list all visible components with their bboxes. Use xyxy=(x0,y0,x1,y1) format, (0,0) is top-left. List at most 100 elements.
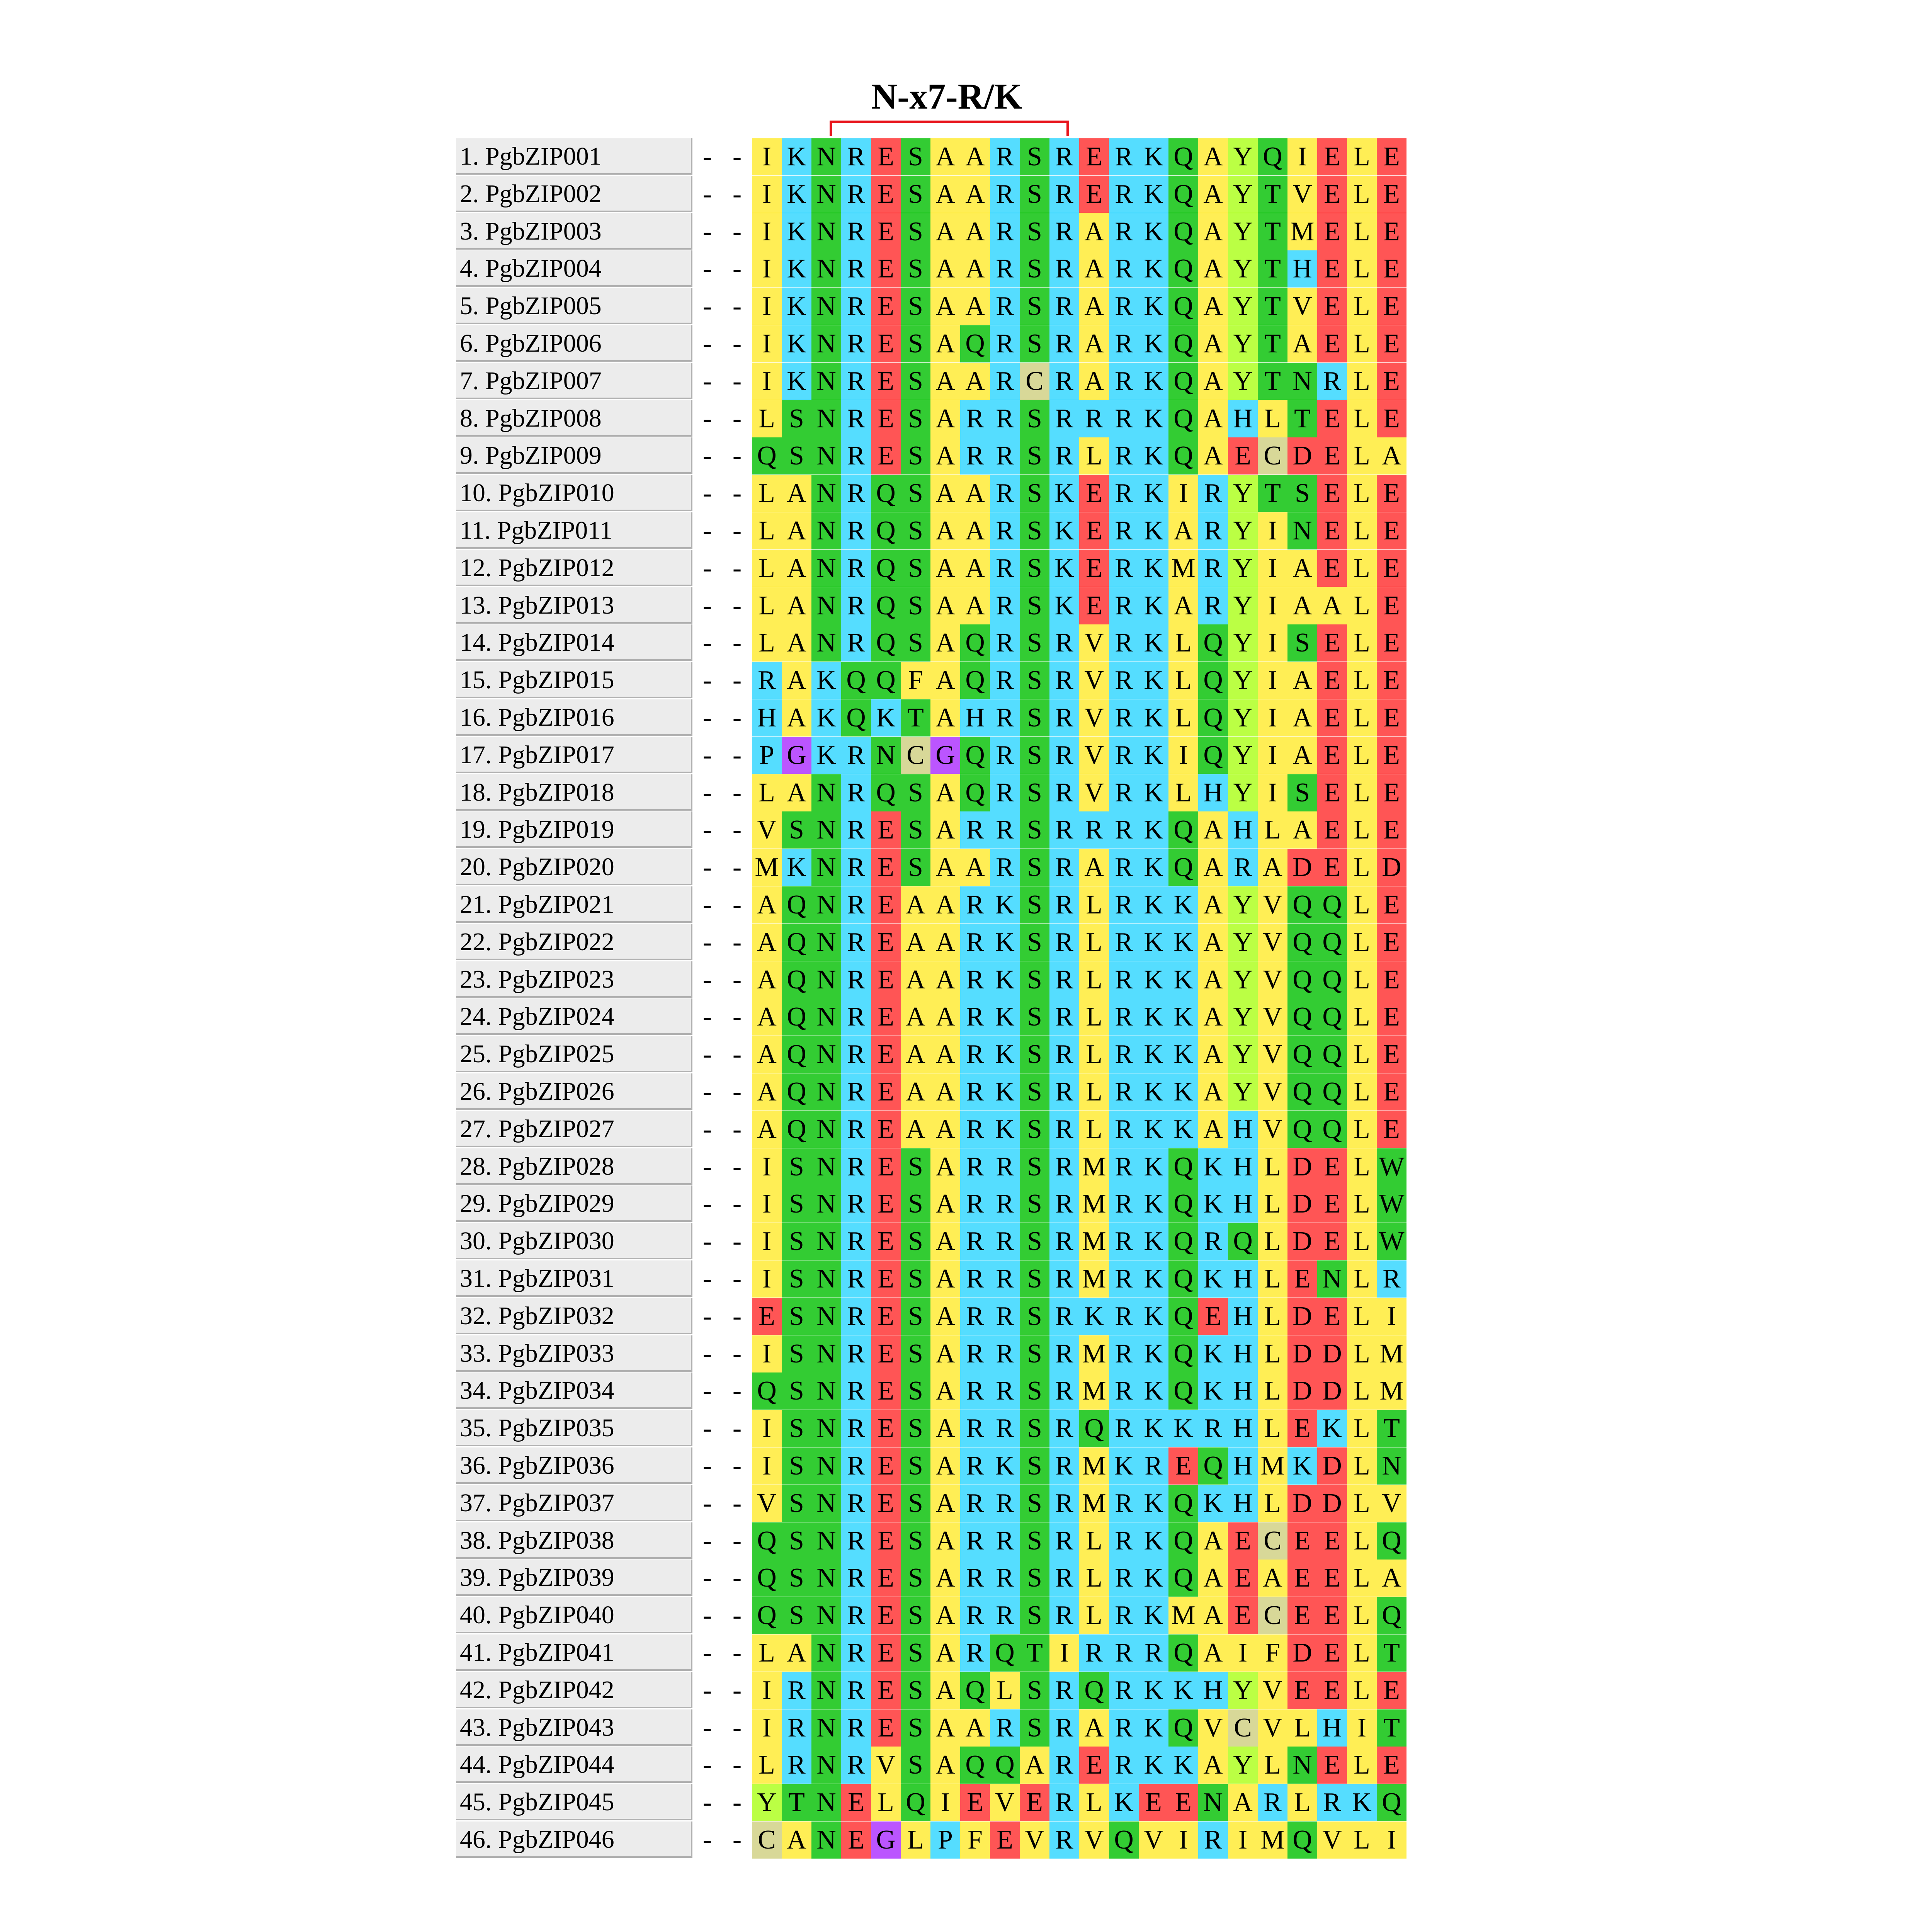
residue-cell: M xyxy=(1258,1821,1287,1859)
residue-cell: Q xyxy=(960,736,990,774)
residue-cell: K xyxy=(1168,998,1198,1036)
residue-cell: A xyxy=(1198,1634,1228,1672)
residue-cell: R xyxy=(960,1073,990,1111)
residue-cell: L xyxy=(1347,1260,1377,1298)
residue-cell: N xyxy=(811,1784,841,1821)
residue-cell: E xyxy=(1317,1747,1347,1784)
residue-cell: A xyxy=(930,1709,960,1747)
residue-cell: N xyxy=(811,475,841,512)
gap-cell: - xyxy=(722,1709,752,1747)
residue-cell: E xyxy=(1377,624,1406,662)
residue-cell: S xyxy=(901,1560,930,1597)
residue-cell: L xyxy=(1347,1634,1377,1672)
residue-cell: E xyxy=(1317,1597,1347,1634)
residue-cell: R xyxy=(1049,699,1079,736)
residue-cell: E xyxy=(1228,1560,1258,1597)
residue-cell: V xyxy=(752,1485,782,1522)
residue-cell: Q xyxy=(1377,1522,1406,1560)
residue-cell: L xyxy=(1079,886,1109,923)
residue-cell: N xyxy=(811,1709,841,1747)
residue-cell: A xyxy=(1198,998,1228,1036)
residue-cell: K xyxy=(1168,1747,1198,1784)
alignment-row: 32. PgbZIP032- - E S N R E S A R R S R K R K Q E H L D E L I xyxy=(456,1298,1406,1335)
residue-cell: S xyxy=(901,1372,930,1410)
gap-cell: - xyxy=(722,1073,752,1111)
residue-cell: R xyxy=(990,587,1020,624)
residue-cell: W xyxy=(1377,1148,1406,1185)
sequence-label: 46. PgbZIP046 xyxy=(456,1821,692,1858)
residue-cell: Y xyxy=(1228,774,1258,811)
residue-cell: T xyxy=(1258,213,1287,250)
residue-cell: L xyxy=(1168,624,1198,662)
residue-cell: H xyxy=(1228,1111,1258,1148)
sequence-label: 28. PgbZIP028 xyxy=(456,1148,692,1185)
gap-cell: - xyxy=(692,1597,722,1634)
residue-cell: Y xyxy=(1228,1672,1258,1709)
residue-cell: I xyxy=(1347,1709,1377,1747)
residue-cell: A xyxy=(960,138,990,175)
residue-cell: Q xyxy=(1287,923,1317,961)
alignment-row: 24. PgbZIP024- - A Q N R E A A R K S R L R K K A Y V Q Q L E xyxy=(456,998,1406,1036)
residue-cell: H xyxy=(1228,1298,1258,1335)
residue-cell: S xyxy=(901,288,930,325)
gap-cell: - xyxy=(692,662,722,699)
residue-cell: E xyxy=(1139,1784,1168,1821)
residue-cell: E xyxy=(871,325,901,362)
residue-cell: R xyxy=(1109,1560,1139,1597)
residue-cell: A xyxy=(930,475,960,512)
residue-cell: Q xyxy=(1317,886,1347,923)
residue-cell: A xyxy=(1079,1709,1109,1747)
residue-cell: S xyxy=(782,811,811,849)
residue-cell: N xyxy=(811,437,841,475)
residue-cell: L xyxy=(1287,1784,1317,1821)
residue-cell: R xyxy=(1109,923,1139,961)
residue-cell: I xyxy=(1258,699,1287,736)
residue-cell: H xyxy=(1317,1709,1347,1747)
residue-cell: K xyxy=(1139,1260,1168,1298)
alignment-row: 16. PgbZIP016- - H A K Q K T A H R S R V R K L Q Y I A E L E xyxy=(456,699,1406,736)
sequence-label: 9. PgbZIP009 xyxy=(456,437,692,474)
residue-cell: L xyxy=(1079,998,1109,1036)
motif-bracket xyxy=(830,121,1069,136)
gap-cell: - xyxy=(722,1560,752,1597)
residue-cell: I xyxy=(1168,1821,1198,1859)
alignment-row: 44. PgbZIP044- - L R N R V S A Q Q A R E R K K A Y L N E L E xyxy=(456,1747,1406,1784)
gap-cell: - xyxy=(722,362,752,400)
residue-cell: R xyxy=(1109,1372,1139,1410)
residue-cell: K xyxy=(1139,325,1168,362)
residue-cell: S xyxy=(1020,475,1049,512)
residue-cell: M xyxy=(1079,1148,1109,1185)
residue-cell: A xyxy=(901,923,930,961)
residue-cell: L xyxy=(1347,1372,1377,1410)
residue-cell: Q xyxy=(1168,1223,1198,1260)
residue-cell: S xyxy=(901,624,930,662)
residue-cell: E xyxy=(1317,699,1347,736)
alignment-row: 33. PgbZIP033- - I S N R E S A R R S R M R K Q K H L D D L M xyxy=(456,1335,1406,1372)
residue-cell: A xyxy=(752,1111,782,1148)
residue-cell: R xyxy=(841,1747,871,1784)
gap-cell: - xyxy=(692,923,722,961)
residue-cell: E xyxy=(1317,774,1347,811)
residue-cell: A xyxy=(752,998,782,1036)
residue-cell: S xyxy=(1020,1185,1049,1223)
residue-cell: S xyxy=(1020,923,1049,961)
gap-cell: - xyxy=(692,736,722,774)
alignment-row: 10. PgbZIP010- - L A N R Q S A A R S K E R K I R Y T S E L E xyxy=(456,475,1406,512)
residue-cell: K xyxy=(1168,1672,1198,1709)
residue-cell: E xyxy=(1377,587,1406,624)
residue-cell: A xyxy=(901,1111,930,1148)
residue-cell: T xyxy=(1258,175,1287,213)
residue-cell: Y xyxy=(1228,325,1258,362)
residue-cell: R xyxy=(960,1185,990,1223)
residue-cell: R xyxy=(841,1335,871,1372)
residue-cell: A xyxy=(752,1036,782,1073)
sequence-label: 17. PgbZIP017 xyxy=(456,736,692,773)
residue-cell: A xyxy=(960,250,990,288)
residue-cell: E xyxy=(871,1522,901,1560)
residue-cell: K xyxy=(811,736,841,774)
residue-cell: R xyxy=(960,1634,990,1672)
residue-cell: Y xyxy=(1228,362,1258,400)
residue-cell: Q xyxy=(1168,213,1198,250)
gap-cell: - xyxy=(692,699,722,736)
residue-cell: C xyxy=(1228,1709,1258,1747)
